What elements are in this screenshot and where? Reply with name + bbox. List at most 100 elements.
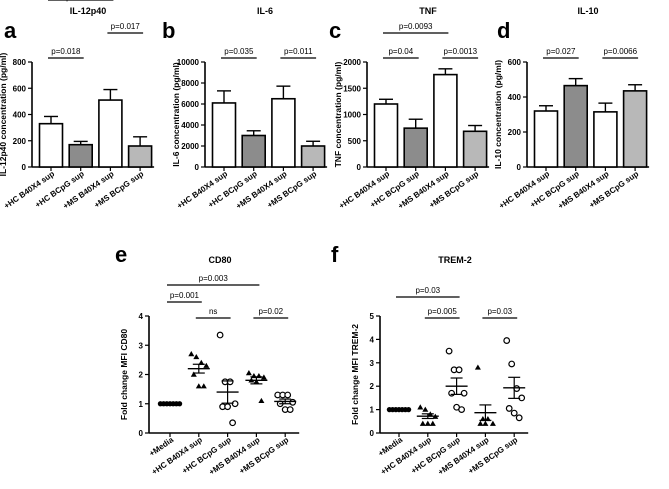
data-point (417, 404, 424, 410)
data-point (515, 414, 523, 422)
bar (300, 145, 326, 168)
y-tick-label: 6000 (181, 100, 199, 109)
x-tick-label: +HC B40X4 sup (150, 435, 204, 476)
bar (241, 134, 266, 168)
data-point (429, 420, 436, 426)
x-tick-label: +HC B40X4 sup (379, 435, 433, 476)
p-value-label: p=0.011 (284, 47, 313, 56)
p-value-label: p=0.0093 (399, 22, 433, 31)
bar (373, 103, 399, 168)
y-tick-label: 1 (139, 400, 144, 409)
x-tick-label: +MS BCpG sup (467, 435, 520, 476)
x-tick-label: +HC B40X4 sup (2, 169, 56, 210)
p-value-label: p=0.04 (388, 47, 413, 56)
y-tick-label: 1 (370, 406, 375, 415)
y-axis-label: IL-12p40 concentration (pg/ml) (0, 52, 8, 176)
chart-title: TNF (419, 6, 437, 16)
data-point (482, 420, 489, 426)
data-point (419, 420, 426, 426)
y-tick-label: 200 (508, 128, 522, 137)
y-axis-label: TNF concentration (pg/ml) (333, 61, 343, 167)
data-point (505, 405, 513, 412)
data-point (424, 420, 431, 426)
data-point (193, 353, 200, 360)
y-tick-label: 0 (195, 163, 200, 172)
data-point (203, 362, 210, 368)
x-tick-label: +MS B40X4 sup (556, 169, 610, 211)
panel-letter: b (162, 18, 175, 43)
y-tick-label: 600 (508, 58, 522, 67)
y-tick-label: 4 (370, 335, 375, 344)
y-tick-label: 5 (370, 312, 375, 321)
y-tick-label: 400 (508, 93, 522, 102)
p-value-label: p=0.001 (170, 291, 200, 300)
panel-d: d IL-10 0 200 400 600 IL-10 concentration (pg/… (493, 6, 650, 211)
panel-a: a IL-12p40 0 200 400 600 800 IL-12p40 concentra… (0, 0, 155, 211)
x-tick-label: +MS B40X4 sup (436, 435, 490, 477)
p-value-label: p=0.018 (51, 47, 81, 56)
chart-title: IL-6 (257, 6, 273, 16)
data-point (260, 374, 267, 380)
bar (533, 110, 559, 168)
data-point (474, 364, 481, 370)
y-tick-label: 1000 (343, 111, 361, 120)
y-tick-label: 2000 (343, 58, 361, 67)
bar (68, 143, 93, 168)
data-point (508, 360, 516, 368)
y-tick-label: 4000 (181, 121, 199, 130)
bar (433, 73, 458, 168)
y-tick-label: 2 (139, 371, 144, 380)
chart-title: TREM-2 (438, 255, 472, 265)
y-tick-label: 3 (139, 341, 144, 350)
panel-letter: a (4, 18, 17, 43)
y-tick-label: 3 (370, 359, 375, 368)
bar (403, 127, 429, 168)
x-tick-label: +MS B40X4 sup (234, 169, 288, 211)
data-point (477, 420, 484, 426)
p-value-label: p=0.013 (66, 0, 96, 2)
panel-letter: f (331, 242, 339, 267)
data-point (286, 406, 294, 414)
x-tick-label: +MS B40X4 sup (61, 169, 115, 211)
y-axis-label: Fold change MFI TREM-2 (350, 324, 360, 425)
y-tick-label: 8000 (181, 79, 199, 88)
y-axis-label: IL-6 concentration (pg/ml) (171, 62, 181, 167)
p-value-label: p=0.02 (258, 307, 283, 316)
x-tick-label: +HC B40X4 sup (337, 169, 391, 210)
panel-letter: c (329, 18, 341, 43)
p-value-label: p=0.003 (199, 274, 229, 283)
bar (271, 97, 296, 168)
p-value-label: ns (209, 307, 217, 316)
y-tick-label: 4 (139, 312, 144, 321)
y-tick-label: 500 (348, 137, 362, 146)
bar (593, 111, 618, 168)
bar (563, 84, 589, 168)
chart-title: IL-12p40 (70, 6, 107, 16)
data-point (195, 383, 202, 389)
bar (211, 102, 237, 168)
data-point (422, 406, 429, 412)
data-point (458, 406, 466, 414)
y-tick-label: 0 (357, 163, 362, 172)
y-tick-label: 2 (370, 382, 375, 391)
data-point (503, 337, 511, 344)
data-point (489, 420, 496, 426)
p-value-label: p=0.03 (415, 286, 440, 295)
y-axis-label: Fold change MFI CD80 (119, 329, 129, 420)
data-point (224, 403, 232, 411)
data-point (510, 409, 518, 417)
bar (622, 90, 648, 168)
bar (127, 145, 153, 168)
x-tick-label: +MS B40X4 sup (207, 435, 261, 477)
y-tick-label: 600 (13, 84, 27, 93)
bar (98, 99, 123, 168)
data-point (284, 391, 292, 399)
x-tick-label: +MS B40X4 sup (396, 169, 450, 211)
data-point (229, 419, 237, 427)
chart-title: IL-10 (577, 6, 598, 16)
data-point (448, 389, 456, 397)
